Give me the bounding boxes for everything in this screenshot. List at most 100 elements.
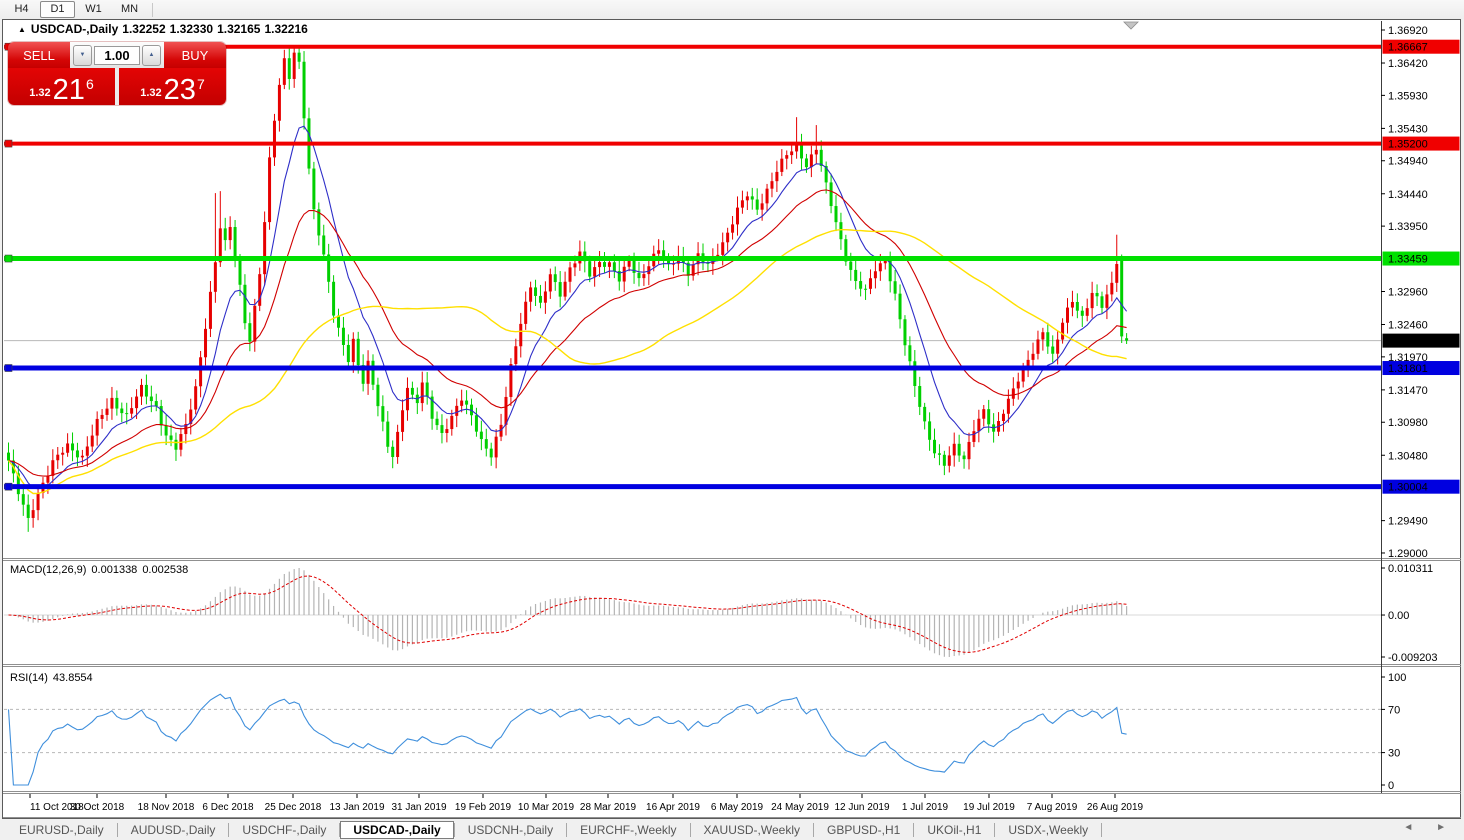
one-click-trading-panel: SELL ▼ 1.00 ▲ BUY 1.32 21 6 1.32 23 7 (8, 42, 226, 105)
buy-price-display[interactable]: 1.32 23 7 (119, 68, 226, 105)
svg-text:1.36420: 1.36420 (1388, 58, 1428, 70)
timeframe-button-h4[interactable]: H4 (14, 3, 29, 15)
timeframe-button-w1[interactable]: W1 (85, 3, 102, 15)
symbol-tab-ukoil[interactable]: UKOil-,H1 (927, 822, 982, 837)
svg-text:6 Dec 2018: 6 Dec 2018 (202, 802, 254, 813)
tab-separator (813, 822, 814, 837)
tab-separator (1101, 822, 1103, 837)
symbol-tab-gbpusd[interactable]: GBPUSD-,H1 (827, 822, 901, 837)
svg-text:1.35200: 1.35200 (1388, 139, 1428, 151)
svg-text:1.35930: 1.35930 (1388, 90, 1428, 102)
ohlc-close: 1.32216 (264, 22, 308, 36)
svg-text:0: 0 (1388, 780, 1394, 792)
svg-text:1.32960: 1.32960 (1388, 286, 1428, 298)
svg-text:1.34940: 1.34940 (1388, 156, 1428, 168)
ma-ema25-line (8, 189, 1127, 477)
ohlc-low: 1.32165 (217, 22, 261, 36)
level-price-badge: 1.36667 (1382, 39, 1460, 54)
symbol-tab-xauusd[interactable]: XAUUSD-,Weekly (703, 822, 800, 837)
hline-1.35200[interactable] (4, 139, 1381, 148)
svg-text:18 Nov 2018: 18 Nov 2018 (138, 802, 195, 813)
svg-text:1.33950: 1.33950 (1388, 221, 1428, 233)
sell-price-base: 1.32 (29, 87, 51, 99)
sell-button[interactable]: SELL (8, 42, 70, 68)
price-chart[interactable]: MACD(12,26,9) 0.001338 0.002538 RSI(14) 43.… (2, 19, 1461, 819)
svg-text:19 Jul 2019: 19 Jul 2019 (963, 802, 1015, 813)
svg-text:10 Mar 2019: 10 Mar 2019 (518, 802, 575, 813)
svg-text:31 Jan 2019: 31 Jan 2019 (391, 802, 446, 813)
svg-text:1.33459: 1.33459 (1388, 254, 1428, 266)
svg-text:0.00: 0.00 (1388, 610, 1409, 622)
svg-text:1.29000: 1.29000 (1388, 548, 1428, 560)
svg-text:1.31801: 1.31801 (1388, 363, 1428, 375)
tab-separator (228, 822, 230, 837)
timeframe-button-mn[interactable]: MN (120, 3, 139, 15)
volume-increase-icon[interactable]: ▲ (142, 44, 161, 66)
buy-price-main: 23 (163, 74, 196, 105)
symbol-tab-usdx[interactable]: USDX-,Weekly (1008, 822, 1089, 837)
svg-text:100: 100 (1388, 672, 1406, 684)
svg-text:1.30004: 1.30004 (1388, 482, 1428, 494)
ohlc-high: 1.32330 (169, 22, 214, 36)
svg-text:1.31970: 1.31970 (1388, 352, 1428, 364)
symbol-tab-usdchf[interactable]: USDCHF-,Daily (242, 822, 327, 837)
buy-price-base: 1.32 (140, 87, 162, 99)
svg-text:24 May 2019: 24 May 2019 (771, 802, 829, 813)
symbol-tab-audusd[interactable]: AUDUSD-,Daily (130, 822, 216, 837)
ma-sma55-line (7, 228, 1127, 495)
tab-separator (689, 822, 691, 837)
macd-signal-line (8, 575, 1127, 653)
symbol-tab-eurusd[interactable]: EURUSD-,Daily (19, 822, 104, 837)
svg-text:19 Feb 2019: 19 Feb 2019 (455, 802, 512, 813)
symbol-tab-bar: EURUSD-,Daily AUDUSD-,Daily USDCHF-,Daily U… (0, 819, 1464, 840)
svg-text:30: 30 (1388, 748, 1400, 760)
symbol-tab-eurchf[interactable]: EURCHF-,Weekly (580, 822, 677, 837)
toolbar-separator (152, 2, 153, 17)
svg-text:1.32460: 1.32460 (1388, 320, 1428, 332)
hline-1.31801[interactable] (4, 364, 1381, 372)
level-price-badge: 1.35200 (1382, 136, 1460, 151)
svg-text:30 Oct 2018: 30 Oct 2018 (70, 802, 125, 813)
tab-scroll-arrows-icon[interactable]: ◄ ► (1403, 822, 1456, 833)
svg-text:16 Apr 2019: 16 Apr 2019 (646, 802, 700, 813)
svg-text:1.30980: 1.30980 (1388, 417, 1428, 429)
rsi-line (7, 693, 1127, 786)
svg-text:1.29490: 1.29490 (1388, 516, 1428, 528)
tab-separator (116, 822, 118, 837)
chart-window (2, 19, 1461, 819)
svg-text:25 Dec 2018: 25 Dec 2018 (265, 802, 322, 813)
hline-1.33459[interactable] (4, 254, 1381, 263)
buy-button[interactable]: BUY (164, 42, 226, 68)
collapse-panel-icon[interactable]: ▲ (18, 25, 26, 34)
level-price-badge: 1.31801 (1382, 361, 1460, 376)
symbol-tab-usdcad[interactable]: USDCAD-,Daily (340, 820, 454, 839)
macd-histogram (12, 568, 1128, 657)
volume-input[interactable]: 1.00 (94, 45, 140, 65)
current-price-badge: 1.32216 (1382, 333, 1460, 348)
chart-symbol: USDCAD-,Daily (30, 22, 119, 36)
hline-1.30004[interactable] (4, 482, 1381, 491)
timeframe-button-d1[interactable]: D1 (40, 1, 75, 18)
price-axis[interactable]: 1.36920 1.36420 1.35930 1.35430 1.34940 1.344… (1381, 25, 1428, 560)
svg-text:1.35430: 1.35430 (1388, 123, 1428, 135)
chart-title: ▲ USDCAD-,Daily 1.32252 1.32330 1.32165 1.322… (18, 22, 312, 36)
symbol-tab-usdcnh[interactable]: USDCNH-,Daily (467, 822, 554, 837)
volume-decrease-icon[interactable]: ▼ (73, 44, 92, 66)
sell-price-pip: 6 (85, 76, 94, 92)
chart-shift-marker-icon[interactable] (1123, 21, 1139, 30)
svg-text:0.010311: 0.010311 (1388, 563, 1433, 575)
svg-text:1.34440: 1.34440 (1388, 189, 1428, 201)
tab-separator (913, 822, 915, 837)
rsi-indicator-label: RSI(14) 43.8554 (10, 672, 93, 684)
sell-price-display[interactable]: 1.32 21 6 (8, 68, 115, 105)
svg-text:7 Aug 2019: 7 Aug 2019 (1027, 802, 1078, 813)
buy-price-pip: 7 (196, 76, 205, 92)
candles (7, 45, 1129, 532)
macd-axis: 0.010311 0.00 -0.009203 (1381, 563, 1438, 664)
svg-text:11 Oct 2018: 11 Oct 2018 (30, 802, 84, 813)
svg-text:70: 70 (1388, 704, 1400, 716)
tab-separator (566, 822, 568, 837)
tab-separator (453, 822, 455, 837)
